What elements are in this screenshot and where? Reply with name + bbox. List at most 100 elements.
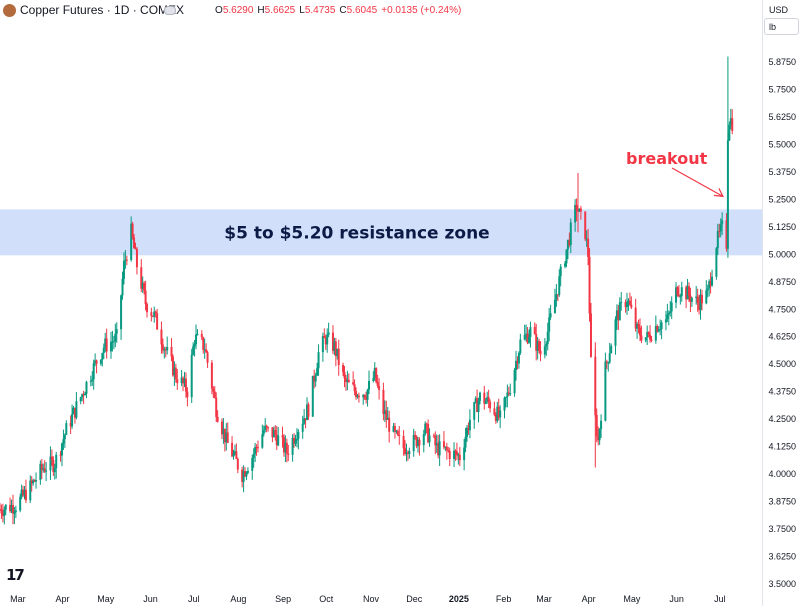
candle-body — [3, 509, 6, 516]
candle-body — [59, 454, 62, 456]
candle-body — [529, 327, 532, 338]
high-value: 5.6625 — [264, 4, 296, 16]
candle-body — [14, 510, 17, 512]
candle-body — [539, 350, 542, 355]
candle-body — [30, 480, 33, 484]
candle-body — [670, 302, 673, 312]
candle-body — [161, 344, 164, 351]
candle-body — [725, 220, 728, 249]
candle-body — [82, 394, 85, 396]
candle-body — [71, 414, 74, 427]
candle-body — [144, 290, 147, 305]
candle-body — [281, 435, 284, 438]
candle-body — [170, 346, 173, 357]
candle-body — [638, 327, 641, 336]
candle-body — [284, 442, 287, 453]
candle-body — [334, 341, 337, 357]
candle-body — [447, 450, 450, 452]
candle-body — [317, 352, 320, 369]
candle-body — [509, 393, 512, 395]
y-tick-label: 5.6250 — [768, 112, 796, 122]
y-tick-label: 4.8750 — [768, 277, 796, 287]
price-scale[interactable]: 5.8750 5.7500 5.6250 5.5000 5.3750 5.2500 5.12… — [762, 0, 800, 606]
candle-body — [326, 334, 329, 345]
candle-body — [679, 296, 682, 298]
y-tick-label: 3.8750 — [768, 497, 796, 507]
unit-box[interactable] — [764, 18, 799, 35]
y-tick-label: 5.8750 — [768, 57, 796, 67]
candle-body — [19, 496, 22, 511]
candle-body — [285, 442, 288, 454]
candle-body — [536, 341, 539, 351]
candle-body — [11, 505, 14, 514]
price-chart[interactable]: Mar Apr May Jun Jul Aug Sep Oct Nov Dec 2025 Feb Mar… — [0, 0, 762, 606]
candle-body — [467, 427, 470, 431]
candle-body — [666, 314, 669, 320]
candle-body — [186, 391, 189, 398]
candle-body — [375, 367, 378, 383]
candle-body — [114, 333, 117, 342]
candle-body — [202, 337, 205, 350]
candle-body — [225, 432, 228, 443]
close-label: C — [339, 4, 347, 16]
candle-body — [271, 427, 274, 438]
candle-body — [69, 423, 72, 427]
candle-body — [55, 454, 58, 469]
candle-body — [506, 392, 509, 398]
candle-body — [696, 296, 699, 304]
candle-body — [395, 430, 398, 432]
candle-body — [615, 310, 618, 320]
candle-body — [624, 302, 627, 308]
candle-body — [685, 287, 688, 300]
candle-body — [687, 286, 690, 296]
candle-body — [695, 296, 698, 298]
candle-body — [428, 435, 431, 443]
candle-body — [463, 447, 466, 461]
candle-body — [607, 362, 610, 364]
candle-body — [43, 468, 46, 472]
candle-body — [503, 397, 506, 411]
candle-body — [60, 443, 63, 456]
candle-body — [414, 434, 417, 437]
candle-body — [667, 312, 670, 315]
zone-label: $5 to $5.20 resistance zone — [224, 223, 489, 243]
unit-label[interactable]: lb — [769, 22, 777, 32]
candle-body — [163, 349, 166, 351]
candle-body — [523, 334, 526, 340]
x-tick-label: Apr — [56, 594, 70, 604]
candle-body — [242, 471, 245, 482]
breakout-label: breakout — [626, 149, 708, 168]
candle-body — [182, 377, 185, 384]
candle-body — [306, 404, 309, 421]
candle-body — [386, 417, 389, 420]
candle-body — [125, 259, 128, 261]
candle-body — [476, 398, 479, 412]
candle-body — [39, 463, 42, 481]
candle-body — [140, 267, 143, 289]
candle-body — [321, 336, 324, 353]
indicator-toggle-icon[interactable] — [164, 6, 176, 15]
currency-label[interactable]: USD — [769, 5, 789, 15]
candle-body — [497, 406, 500, 418]
candle-body — [617, 310, 620, 321]
tradingview-logo-icon[interactable]: 17 — [6, 566, 25, 584]
candle-body — [578, 208, 581, 212]
candle-body — [206, 352, 209, 363]
candle-body — [245, 472, 248, 477]
candle-body — [494, 414, 497, 421]
symbol-title[interactable]: Copper Futures · 1D · COMEX — [20, 3, 185, 17]
candle-body — [220, 421, 223, 435]
candle-body — [628, 300, 631, 305]
candle-body — [160, 329, 163, 345]
candle-body — [343, 372, 346, 379]
candle-body — [102, 347, 105, 354]
candle-body — [195, 334, 198, 345]
candle-body — [412, 434, 415, 452]
y-tick-label: 4.6250 — [768, 332, 796, 342]
resistance-zone — [0, 209, 762, 256]
candle-body — [699, 294, 702, 310]
candle-body — [729, 118, 732, 125]
candle-body — [457, 454, 460, 456]
candle-body — [657, 329, 660, 332]
candle-body — [1, 513, 4, 516]
